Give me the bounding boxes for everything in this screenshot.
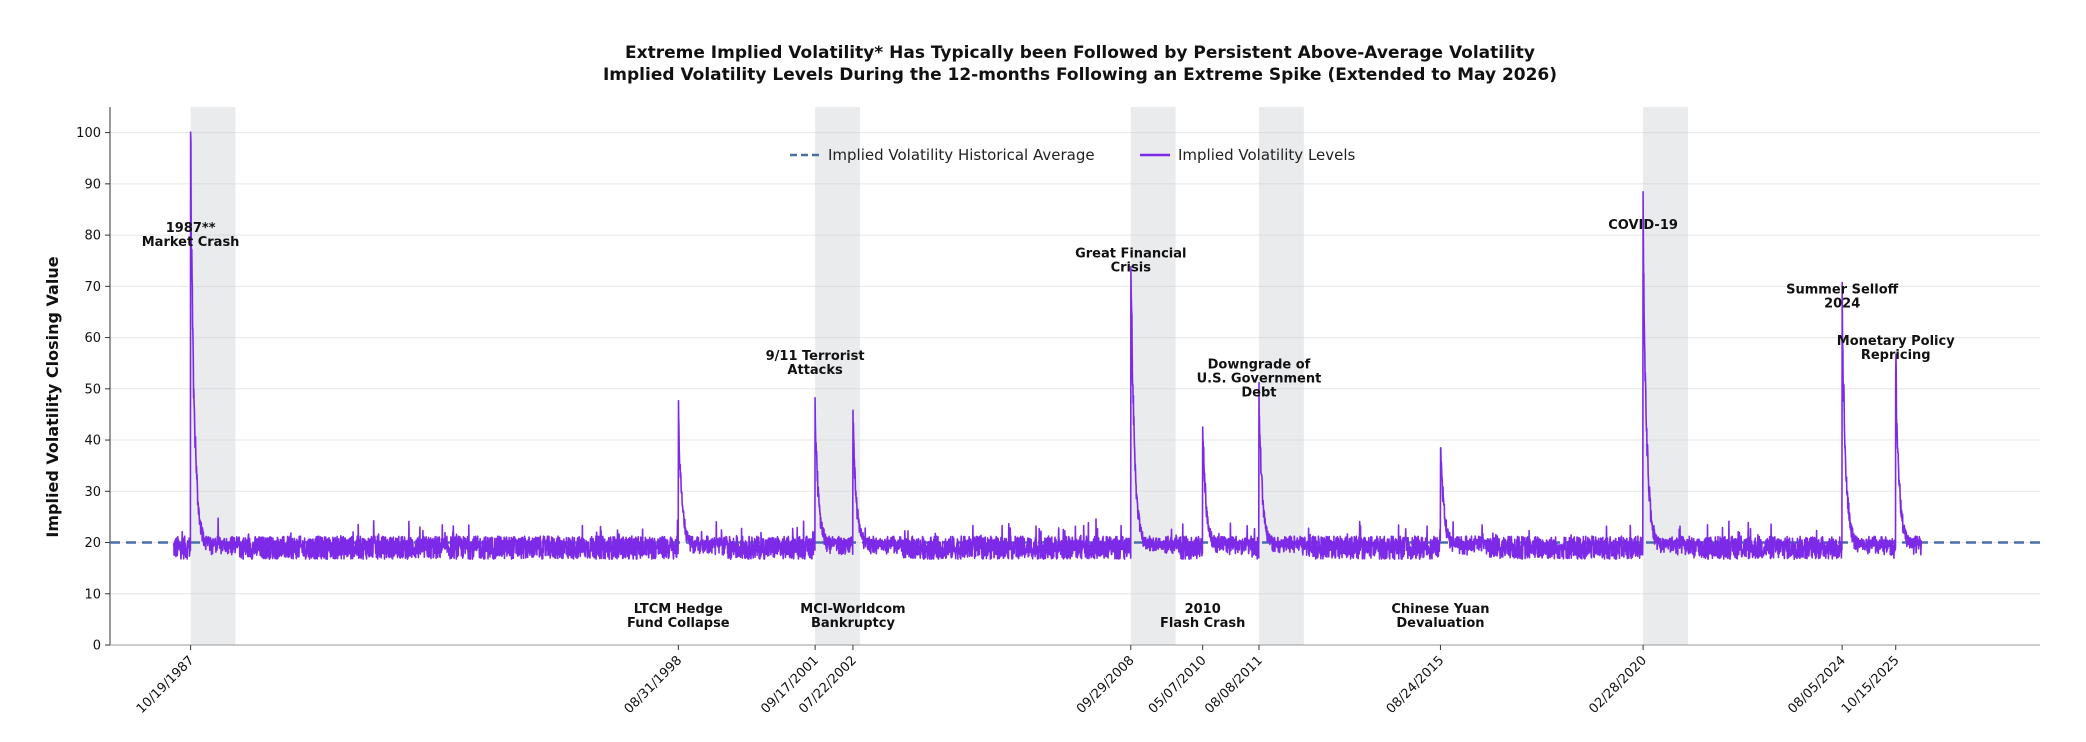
event-label: LTCM Hedge: [634, 602, 723, 617]
y-tick-label: 40: [84, 434, 101, 449]
event-label: Great Financial: [1075, 247, 1186, 262]
y-tick-label: 30: [84, 485, 101, 500]
event-label: Devaluation: [1396, 616, 1484, 631]
shaded-period: [1643, 107, 1688, 645]
event-label: Downgrade of: [1208, 358, 1311, 373]
event-label: Fund Collapse: [627, 616, 730, 631]
x-tick-label: 05/07/2010: [1146, 653, 1210, 717]
implied-volatility-line: [172, 131, 1923, 560]
legend: Implied Volatility Historical Average Imp…: [790, 146, 1356, 164]
event-label: COVID-19: [1608, 218, 1678, 233]
event-label: Attacks: [787, 363, 843, 378]
event-label: 9/11 Terrorist: [766, 349, 865, 364]
y-tick-label: 100: [76, 126, 101, 141]
event-label: Summer Selloff: [1786, 283, 1898, 298]
x-tick-label: 09/29/2008: [1074, 653, 1138, 717]
y-tick-label: 0: [93, 639, 101, 654]
event-label: Flash Crash: [1160, 616, 1245, 631]
event-label: Market Crash: [142, 235, 240, 250]
chart-subtitle: Implied Volatility Levels During the 12-…: [603, 65, 1557, 85]
event-label: Chinese Yuan: [1391, 602, 1489, 617]
chart-title: Extreme Implied Volatility* Has Typicall…: [625, 43, 1535, 63]
event-label: Crisis: [1111, 261, 1152, 276]
shaded-period: [815, 107, 860, 645]
event-label: 2010: [1185, 602, 1221, 617]
x-tick-label: 02/28/2020: [1586, 653, 1650, 717]
grid-lines: [110, 132, 2040, 595]
event-label: Bankruptcy: [811, 616, 895, 631]
event-label: Debt: [1241, 386, 1276, 401]
x-tick-label: 10/15/2025: [1839, 653, 1903, 717]
legend-levels-label: Implied Volatility Levels: [1178, 146, 1356, 164]
y-tick-label: 20: [84, 536, 101, 551]
event-label: MCI-Worldcom: [800, 602, 905, 617]
x-tick-label: 10/19/1987: [134, 653, 198, 717]
x-tick-label: 08/08/2011: [1202, 653, 1266, 717]
shaded-period: [1258, 107, 1304, 645]
shaded-periods: [190, 107, 1688, 645]
legend-average-label: Implied Volatility Historical Average: [828, 146, 1095, 164]
y-tick-label: 70: [84, 280, 101, 295]
series-layer: [172, 131, 1923, 560]
y-tick-label: 80: [84, 229, 101, 244]
shaded-period: [190, 107, 236, 645]
shaded-period: [1130, 107, 1176, 645]
event-label: 2024: [1824, 297, 1860, 312]
event-label: U.S. Government: [1197, 372, 1322, 387]
x-tick-label: 08/31/1998: [622, 653, 686, 717]
event-label: Monetary Policy: [1837, 334, 1955, 349]
y-tick-label: 90: [84, 177, 101, 192]
y-tick-label: 50: [84, 382, 101, 397]
x-tick-label: 08/24/2015: [1384, 653, 1448, 717]
event-label: Repricing: [1861, 348, 1931, 363]
y-axis-label: Implied Volatility Closing Value: [43, 256, 62, 537]
y-tick-label: 60: [84, 331, 101, 346]
axes: 0 10 20 30 40 50 60 70 80 90 100 10/19/1987 08/31/19…: [76, 107, 2040, 717]
event-label: 1987**: [166, 221, 216, 236]
y-tick-label: 10: [84, 587, 101, 602]
